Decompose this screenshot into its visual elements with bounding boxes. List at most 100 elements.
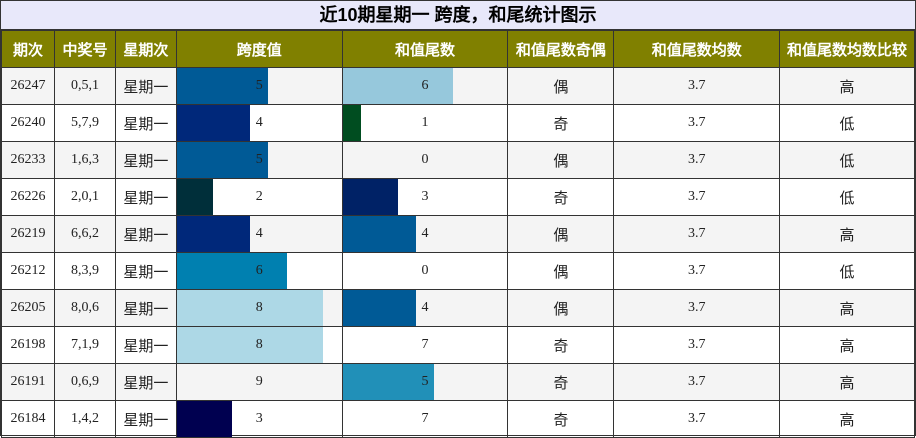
compare-cell: 高 [779,400,915,438]
col-header-average: 和值尾数均数 [613,30,781,68]
parity-cell: 奇 [507,104,615,142]
span-bar-fill [176,253,287,289]
tail-value: 6 [421,78,429,93]
issue-cell: 26219 [1,215,55,253]
tail-value: 4 [421,300,429,315]
numbers-cell: 1,6,3 [53,141,116,179]
parity-cell: 奇 [507,363,615,401]
tail-bar-cell: 5 [341,363,509,401]
weekday-cell: 星期一 [114,252,177,290]
span-bar-fill [176,105,251,141]
tail-bar-fill [342,364,435,400]
tail-bar-cell: 1 [341,104,509,142]
span-bar-fill [176,216,251,252]
span-value: 2 [255,189,263,204]
span-bar-cell: 6 [175,252,343,290]
span-bar-cell: 4 [175,215,343,253]
col-header-weekday: 星期次 [114,30,177,68]
weekday-cell: 星期一 [114,141,177,179]
weekday-cell: 星期一 [114,215,177,253]
numbers-cell: 0,5,1 [53,67,116,105]
col-header-parity: 和值尾数奇偶 [507,30,615,68]
span-value: 8 [255,300,263,315]
span-value: 5 [255,78,263,93]
numbers-cell: 8,3,9 [53,252,116,290]
span-bar-fill [176,290,324,326]
table-row: 26184 1,4,2 星期一 3 7 奇 3.7 高 [1,400,915,438]
table-row: 26198 7,1,9 星期一 8 7 奇 3.7 高 [1,326,915,364]
weekday-cell: 星期一 [114,289,177,327]
weekday-cell: 星期一 [114,326,177,364]
numbers-cell: 1,4,2 [53,400,116,438]
span-value: 3 [255,411,263,426]
tail-bar-fill [342,68,453,104]
tail-value: 4 [421,226,429,241]
tail-value: 7 [421,411,429,426]
average-cell: 3.7 [613,252,781,290]
numbers-cell: 6,6,2 [53,215,116,253]
compare-cell: 高 [779,215,915,253]
tail-bar-fill [342,216,416,252]
col-header-span: 跨度值 [175,30,343,68]
span-bar-cell: 2 [175,178,343,216]
table-row: 26240 5,7,9 星期一 4 1 奇 3.7 低 [1,104,915,142]
tail-value: 7 [421,337,429,352]
parity-cell: 奇 [507,400,615,438]
parity-cell: 奇 [507,326,615,364]
tail-bar-cell: 6 [341,67,509,105]
compare-cell: 低 [779,104,915,142]
span-value: 8 [255,337,263,352]
weekday-cell: 星期一 [114,178,177,216]
compare-cell: 高 [779,289,915,327]
weekday-cell: 星期一 [114,400,177,438]
stats-table: 期次 中奖号 星期次 跨度值 和值尾数 和值尾数奇偶 和值尾数均数 和值尾数均数… [1,30,915,438]
compare-cell: 低 [779,252,915,290]
parity-cell: 奇 [507,178,615,216]
tail-bar-cell: 4 [341,215,509,253]
weekday-cell: 星期一 [114,67,177,105]
weekday-cell: 星期一 [114,363,177,401]
table-row: 26219 6,6,2 星期一 4 4 偶 3.7 高 [1,215,915,253]
compare-cell: 高 [779,67,915,105]
issue-cell: 26212 [1,252,55,290]
average-cell: 3.7 [613,215,781,253]
tail-value: 0 [421,263,429,278]
tail-value: 5 [421,374,429,389]
numbers-cell: 0,6,9 [53,363,116,401]
parity-cell: 偶 [507,141,615,179]
issue-cell: 26205 [1,289,55,327]
header-row: 期次 中奖号 星期次 跨度值 和值尾数 和值尾数奇偶 和值尾数均数 和值尾数均数… [1,30,915,68]
numbers-cell: 2,0,1 [53,178,116,216]
numbers-cell: 7,1,9 [53,326,116,364]
table-row: 26212 8,3,9 星期一 6 0 偶 3.7 低 [1,252,915,290]
span-bar-fill [176,142,269,178]
table-row: 26233 1,6,3 星期一 5 0 偶 3.7 低 [1,141,915,179]
parity-cell: 偶 [507,289,615,327]
issue-cell: 26184 [1,400,55,438]
span-bar-cell: 8 [175,326,343,364]
tail-bar-cell: 4 [341,289,509,327]
numbers-cell: 8,0,6 [53,289,116,327]
tail-bar-fill [342,105,361,141]
span-bar-fill [176,401,232,437]
parity-cell: 偶 [507,215,615,253]
tail-bar-fill [342,179,398,215]
compare-cell: 低 [779,178,915,216]
tail-bar-fill [342,290,416,326]
page-title: 近10期星期一 跨度，和尾统计图示 [1,1,915,30]
tail-bar-cell: 0 [341,252,509,290]
table-row: 26226 2,0,1 星期一 2 3 奇 3.7 低 [1,178,915,216]
compare-cell: 低 [779,141,915,179]
average-cell: 3.7 [613,400,781,438]
issue-cell: 26198 [1,326,55,364]
tail-value: 1 [421,115,429,130]
span-bar-fill [176,68,269,104]
table-row: 26205 8,0,6 星期一 8 4 偶 3.7 高 [1,289,915,327]
span-bar-cell: 5 [175,141,343,179]
span-bar-cell: 4 [175,104,343,142]
span-value: 5 [255,152,263,167]
compare-cell: 高 [779,326,915,364]
col-header-sum-tail: 和值尾数 [341,30,509,68]
average-cell: 3.7 [613,326,781,364]
